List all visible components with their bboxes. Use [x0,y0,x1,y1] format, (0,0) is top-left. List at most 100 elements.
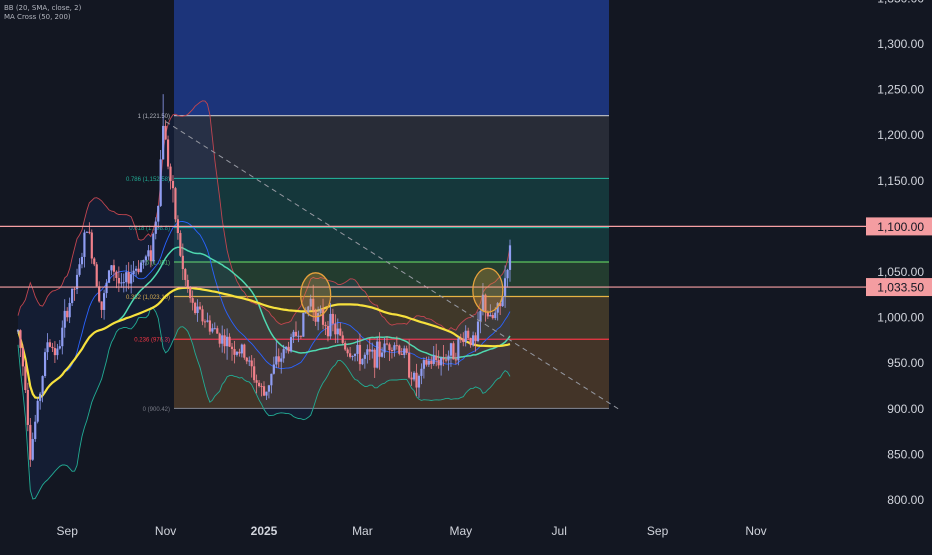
candle-body [462,338,465,343]
candle-body [48,342,52,347]
fib-band-4 [174,296,609,340]
candle-body [356,344,359,354]
candle-body [277,356,280,362]
candle-body [506,269,509,279]
fib-level-label-3: 0.5 (1,061) [141,261,170,267]
candle-body [34,421,37,440]
fibonacci-zone: 1 (1,221.50) 0.786 (1,152.58) 0.618 (1,098… [126,0,609,413]
candle-body [285,346,288,350]
price-tag-bg-1 [866,278,932,297]
candle-body [297,335,300,337]
candle-body [255,380,258,383]
fib-band-1 [174,178,609,228]
candle-body [299,335,302,337]
candle-body [353,353,357,356]
candle-body [73,288,76,290]
candle-body [58,346,61,349]
candle-body [174,188,177,220]
candle-body [491,314,494,319]
ma-cross-label[interactable]: MA Cross (50, 200) [4,13,71,21]
candle-body [115,271,118,278]
candle-body [425,360,428,365]
candle-body [83,232,86,257]
candle-body [21,347,25,367]
candle-body [437,360,440,366]
time-tick-label: 2025 [251,524,278,538]
candle-body [43,352,47,377]
candle-body [275,356,278,365]
candle-body [265,391,268,396]
candle-body [66,310,69,318]
candle-body [201,309,204,322]
candle-body [186,279,189,288]
candle-body [112,265,116,272]
candle-body [125,272,128,283]
candle-body [390,350,394,352]
time-tick-label: May [449,524,472,538]
candle-body [454,359,457,361]
price-tick-label: 800.00 [887,493,924,507]
candle-body [302,312,305,337]
fib-level-label-4: 0.382 (1,023.10) [126,295,170,301]
candle-body [171,180,175,189]
candle-body [149,250,152,262]
candle-body [474,335,477,342]
candle-body [154,221,157,234]
fib-level-label-6: 0 (900.42) [143,407,170,413]
candle-body [157,205,160,222]
candle-body [341,335,344,343]
candle-body [24,366,27,391]
candle-body [405,348,408,353]
time-tick-label: Sep [57,524,79,538]
candle-body [132,270,135,275]
candle-body [280,358,283,362]
bb-upper [17,100,511,331]
candle-body [494,312,497,319]
candle-body [117,277,120,284]
candle-body [130,274,133,284]
fib-band-3 [174,262,609,297]
candle-body [216,328,219,334]
candle-body [159,159,162,206]
candle-body [457,338,460,361]
candle-body [289,337,293,352]
candle-body [366,349,369,355]
candle-body [307,306,310,313]
candle-body [314,310,317,322]
candle-body [385,343,389,345]
candle-body [294,331,298,337]
price-tag-bg-0 [866,217,932,236]
candle-body [164,125,167,140]
bb-fill [18,100,510,500]
candle-body [78,264,81,275]
candle-body [110,265,113,271]
candle-body [169,166,172,181]
highlight-circle-0[interactable] [300,272,332,318]
bollinger-bands-label[interactable]: BB (20, SMA, close, 2) [4,4,82,12]
price-tick-label: 1,350.00 [877,0,924,5]
time-tick-label: Jul [552,524,567,538]
candle-body [420,368,423,376]
candle-body [304,312,307,314]
candle-body [472,335,475,346]
fib-band-2 [174,227,609,263]
fib-level-label-2: 0.618 (1,098.8) [129,226,170,232]
indicator-legend: BB (20, SMA, close, 2) MA Cross (50, 200… [4,4,81,22]
price-tag-label-0: 1,100.00 [877,220,924,234]
candle-body [206,320,209,322]
fib-level-label-5: 0.236 (976.3) [134,338,170,344]
candle-body [267,385,271,392]
candle-body [105,282,108,294]
candle-body [346,349,349,354]
candle-body [100,301,103,310]
candle-body [26,390,29,425]
highlight-circle-1[interactable] [472,267,504,313]
candle-body [373,349,376,368]
candle-body [442,357,445,360]
candle-body [184,269,187,280]
candle-body [90,232,93,259]
candle-body [412,372,416,380]
price-tick-label: 900.00 [887,402,924,416]
